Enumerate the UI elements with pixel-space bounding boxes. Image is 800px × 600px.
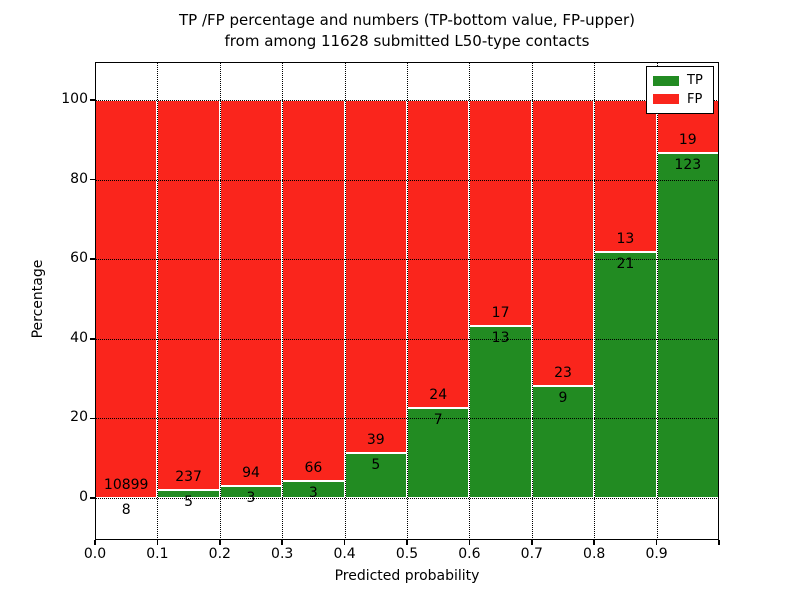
chart-title-line1: TP /FP percentage and numbers (TP-bottom… [179, 11, 635, 29]
bar-fp-segment [344, 100, 407, 453]
x-axis-tick [406, 540, 408, 545]
x-axis-tick [219, 540, 221, 545]
vertical-gridline [594, 62, 596, 540]
x-tick-label: 0.6 [458, 546, 481, 562]
horizontal-gridline [95, 338, 719, 340]
tp-count-label: 5 [371, 456, 381, 473]
tp-count-label: 21 [616, 256, 635, 273]
tp-count-label: 7 [433, 412, 443, 429]
bar-fp-segment [594, 100, 657, 253]
x-tick-label: 0.8 [583, 546, 606, 562]
y-tick-label: 60 [70, 250, 88, 267]
horizontal-gridline [95, 100, 719, 101]
x-axis-label: Predicted probability [334, 568, 480, 584]
vertical-gridline [344, 62, 346, 540]
legend-entry-tp: TP [653, 74, 707, 87]
bar-fp-segment [95, 100, 158, 498]
fp-count-label: 39 [366, 431, 385, 448]
vertical-gridline [219, 62, 221, 540]
y-axis-tick [90, 258, 95, 260]
y-axis-tick [90, 338, 95, 340]
x-axis-tick [655, 540, 658, 545]
tp-count-label: 8 [121, 501, 131, 518]
chart-title-line2: from among 11628 submitted L50-type cont… [224, 32, 590, 50]
horizontal-gridline [95, 498, 719, 499]
bar-fp-segment [219, 100, 283, 486]
fp-count-label: 10899 [103, 476, 149, 493]
vertical-gridline [531, 62, 533, 540]
y-tick-label: 20 [70, 409, 88, 426]
vertical-gridline [157, 62, 159, 540]
bar-fp-segment [157, 100, 220, 490]
tp-count-label: 13 [491, 329, 510, 346]
x-axis-tick [531, 540, 533, 545]
x-tick-label: 0.2 [208, 546, 231, 562]
legend-label-tp: TP [687, 73, 703, 89]
x-tick-label: 0.4 [333, 546, 356, 562]
x-tick-label: 0.0 [83, 546, 107, 562]
tp-color-swatch [653, 75, 679, 86]
x-tick-label: 0.7 [520, 546, 543, 562]
y-tick-label: 0 [79, 489, 88, 505]
vertical-gridline [469, 62, 471, 540]
bar-tp-segment [656, 153, 719, 498]
x-tick-label: 0.3 [271, 546, 294, 562]
legend-label-fp: FP [687, 91, 703, 107]
x-axis-tick [718, 540, 720, 545]
fp-count-label: 13 [616, 231, 635, 248]
tp-count-label: 3 [246, 489, 256, 506]
tp-count-label: 9 [558, 390, 568, 407]
x-axis-tick [343, 540, 346, 545]
tp-count-label: 5 [184, 493, 194, 510]
vertical-gridline [656, 62, 658, 540]
fp-count-label: 24 [429, 387, 448, 404]
x-axis-tick [94, 540, 96, 545]
y-tick-label: 100 [61, 91, 88, 107]
legend: TP FP [646, 66, 714, 114]
legend-entry-fp: FP [653, 93, 707, 106]
tp-count-label: 123 [674, 157, 702, 174]
y-axis-tick [90, 497, 95, 499]
fp-count-label: 17 [491, 304, 510, 321]
bar-fp-segment [282, 100, 345, 481]
fp-count-label: 66 [304, 459, 323, 476]
vertical-gridline [407, 62, 408, 540]
bar-tp-segment [469, 325, 532, 498]
fp-count-label: 23 [554, 365, 572, 382]
x-tick-label: 0.1 [146, 546, 169, 562]
fp-count-label: 19 [678, 132, 697, 149]
vertical-gridline [282, 62, 284, 540]
y-tick-label: 80 [70, 170, 88, 187]
x-axis-tick [156, 540, 159, 545]
x-tick-label: 0.9 [645, 546, 668, 562]
x-axis-tick [468, 540, 471, 545]
y-axis-tick [90, 178, 95, 181]
y-axis-tick [90, 99, 95, 101]
bar-tp-segment [407, 408, 470, 498]
y-axis-tick [90, 417, 95, 420]
horizontal-gridline [95, 259, 719, 261]
fp-count-label: 237 [175, 468, 202, 485]
fp-color-swatch [653, 94, 679, 105]
bar-fp-segment [531, 100, 595, 387]
horizontal-gridline [95, 179, 719, 181]
horizontal-gridline [95, 418, 719, 420]
x-axis-tick [281, 540, 283, 545]
bar-fp-segment [469, 100, 532, 326]
bar-tp-segment [594, 252, 657, 498]
chart-title: TP /FP percentage and numbers (TP-bottom… [95, 10, 719, 52]
bar-fp-segment [407, 100, 470, 409]
y-tick-label: 40 [70, 329, 88, 346]
x-tick-label: 0.5 [395, 546, 419, 562]
x-axis-tick [593, 540, 595, 545]
tp-count-label: 3 [308, 484, 318, 501]
fp-count-label: 94 [242, 464, 260, 481]
